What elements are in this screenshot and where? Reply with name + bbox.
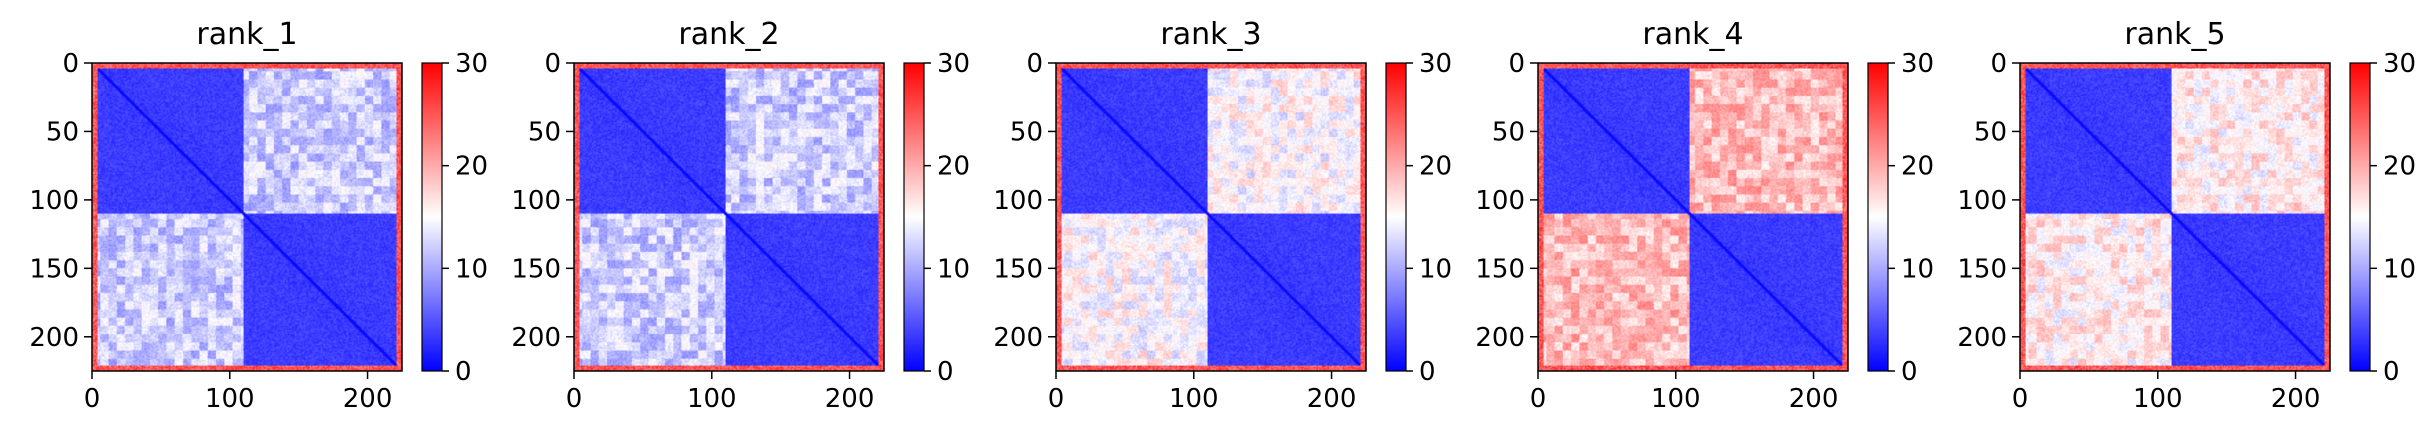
axes-frame [91, 62, 403, 372]
y-tick-label: 100 [1957, 186, 2007, 216]
panel-title: rank_4 [1642, 17, 1743, 52]
y-tick-label: 200 [511, 323, 561, 353]
y-tick-label: 100 [1475, 186, 1525, 216]
y-tick-label: 200 [1475, 323, 1525, 353]
x-tick-label: 100 [2133, 384, 2183, 414]
pae-heatmap [2020, 63, 2330, 371]
pae-panel: rank_5 0 100 200 0 50 100 150 200 0 10 20 30 [1957, 17, 2416, 414]
x-tick-label: 200 [2271, 384, 2321, 414]
colorbar-tick-label: 20 [2383, 152, 2416, 182]
y-tick-label: 100 [29, 186, 79, 216]
panel-title: rank_3 [1160, 17, 1261, 52]
y-tick-label: 200 [1957, 323, 2007, 353]
colorbar-tick-label: 10 [937, 254, 970, 284]
y-tick-label: 0 [1026, 49, 1043, 79]
y-tick-label: 100 [511, 186, 561, 216]
pae-heatmap [574, 63, 884, 371]
colorbar-tick-label: 0 [455, 357, 472, 387]
y-tick-label: 150 [29, 254, 79, 284]
colorbar-tick-label: 20 [937, 152, 970, 182]
pae-panel: rank_2 0 100 200 0 50 100 150 200 0 10 20 30 [511, 17, 970, 414]
axes-frame [573, 62, 885, 372]
pae-panel: rank_1 0 100 200 0 50 100 150 200 0 10 20 30 [29, 17, 488, 414]
y-tick-label: 50 [1974, 117, 2007, 147]
colorbar-tick-label: 0 [1419, 357, 1436, 387]
y-tick-label: 150 [1957, 254, 2007, 284]
y-tick-label: 50 [528, 117, 561, 147]
y-tick-label: 200 [29, 323, 79, 353]
colorbar-tick-label: 20 [455, 152, 488, 182]
x-tick-label: 200 [1307, 384, 1357, 414]
y-tick-label: 0 [544, 49, 561, 79]
colorbar [1385, 62, 1407, 372]
colorbar-tick-label: 30 [455, 49, 488, 79]
x-tick-label: 100 [687, 384, 737, 414]
pae-heatmap [1056, 63, 1366, 371]
x-tick-label: 100 [205, 384, 255, 414]
colorbar-tick-label: 30 [1419, 49, 1452, 79]
y-tick-label: 150 [993, 254, 1043, 284]
x-tick-label: 100 [1169, 384, 1219, 414]
colorbar-tick-label: 30 [937, 49, 970, 79]
x-tick-label: 0 [1048, 384, 1065, 414]
colorbar-tick-label: 10 [1419, 254, 1452, 284]
y-tick-label: 50 [1492, 117, 1525, 147]
colorbar [903, 62, 925, 372]
colorbar-tick-label: 10 [2383, 254, 2416, 284]
pae-heatmap [92, 63, 402, 371]
x-tick-label: 0 [84, 384, 101, 414]
y-tick-label: 0 [62, 49, 79, 79]
colorbar-tick-label: 0 [2383, 357, 2400, 387]
axes-frame [2019, 62, 2331, 372]
y-tick-label: 50 [46, 117, 79, 147]
x-tick-label: 200 [343, 384, 393, 414]
colorbar-tick-label: 30 [2383, 49, 2416, 79]
colorbar-tick-label: 10 [455, 254, 488, 284]
x-tick-label: 200 [1789, 384, 1839, 414]
y-tick-label: 0 [1990, 49, 2007, 79]
x-tick-label: 0 [566, 384, 583, 414]
panel-title: rank_5 [2124, 17, 2225, 52]
colorbar [421, 62, 443, 372]
colorbar-tick-label: 10 [1901, 254, 1934, 284]
x-tick-label: 200 [825, 384, 875, 414]
y-tick-label: 100 [993, 186, 1043, 216]
colorbar-tick-label: 20 [1901, 152, 1934, 182]
colorbar-tick-label: 0 [937, 357, 954, 387]
panel-title: rank_2 [678, 17, 779, 52]
y-tick-label: 150 [511, 254, 561, 284]
panel-title: rank_1 [196, 17, 297, 52]
colorbar [1867, 62, 1889, 372]
colorbar-tick-label: 30 [1901, 49, 1934, 79]
x-tick-label: 0 [2012, 384, 2029, 414]
x-tick-label: 0 [1530, 384, 1547, 414]
pae-panel: rank_4 0 100 200 0 50 100 150 200 0 10 20 30 [1475, 17, 1934, 414]
pae-panel: rank_3 0 100 200 0 50 100 150 200 0 10 20 30 [993, 17, 1452, 414]
x-tick-label: 100 [1651, 384, 1701, 414]
colorbar-tick-label: 0 [1901, 357, 1918, 387]
y-tick-label: 50 [1010, 117, 1043, 147]
axes-frame [1055, 62, 1367, 372]
y-tick-label: 200 [993, 323, 1043, 353]
y-tick-label: 150 [1475, 254, 1525, 284]
axes-frame [1537, 62, 1849, 372]
colorbar-tick-label: 20 [1419, 152, 1452, 182]
y-tick-label: 0 [1508, 49, 1525, 79]
pae-heatmap [1538, 63, 1848, 371]
colorbar [2349, 62, 2371, 372]
